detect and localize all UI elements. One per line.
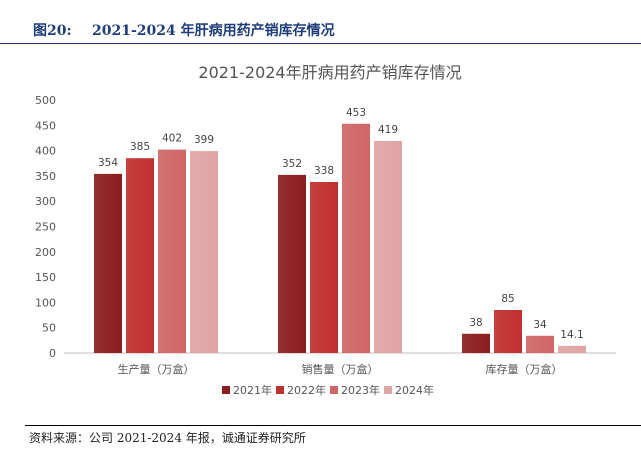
legend-swatch bbox=[222, 386, 230, 394]
legend-label: 2022年 bbox=[287, 383, 326, 397]
y-tick-label: 250 bbox=[35, 221, 56, 234]
bar-chart: 2021-2024年肝病用药产销库存情况 0 50 100 150 200 250 300 3… bbox=[35, 63, 616, 397]
bar bbox=[158, 149, 186, 353]
legend-label: 2024年 bbox=[395, 383, 434, 397]
bar bbox=[462, 333, 490, 353]
legend-label: 2021年 bbox=[233, 383, 272, 397]
data-label: 399 bbox=[194, 134, 214, 146]
y-tick-label: 500 bbox=[35, 94, 56, 107]
data-label: 419 bbox=[378, 124, 398, 136]
chart-title: 2021-2024年肝病用药产销库存情况 bbox=[198, 63, 461, 82]
data-label: 34 bbox=[533, 319, 547, 331]
y-tick-label: 400 bbox=[35, 145, 56, 158]
figure-label: 图20: bbox=[33, 23, 72, 39]
legend: 2021年 2022年 2023年 2024年 bbox=[222, 383, 434, 397]
y-tick-label: 350 bbox=[35, 170, 56, 183]
bar bbox=[342, 123, 370, 353]
source-divider bbox=[25, 425, 641, 426]
figure-header: 图20: 2021-2024 年肝病用药产销库存情况 bbox=[0, 0, 641, 44]
bar bbox=[494, 309, 522, 353]
data-label: 85 bbox=[501, 293, 514, 305]
data-label: 385 bbox=[130, 141, 150, 153]
source-note: 资料来源：公司 2021-2024 年报，诚通证券研究所 bbox=[29, 431, 306, 445]
y-tick-label: 0 bbox=[49, 347, 56, 360]
legend-swatch bbox=[330, 386, 338, 394]
bar bbox=[374, 140, 402, 353]
data-label: 354 bbox=[98, 157, 118, 169]
y-tick-label: 100 bbox=[35, 296, 56, 309]
bars-group: 354 385 402 399 352 338 453 419 38 85 34 14.1 bbox=[94, 107, 586, 353]
bar bbox=[526, 335, 554, 353]
legend-swatch bbox=[276, 386, 284, 394]
y-tick-label: 150 bbox=[35, 271, 56, 284]
y-tick-label: 50 bbox=[42, 322, 56, 335]
data-label: 14.1 bbox=[560, 329, 583, 341]
bar bbox=[126, 158, 154, 353]
legend-label: 2023年 bbox=[341, 383, 380, 397]
bar bbox=[278, 174, 306, 353]
y-tick-label: 450 bbox=[35, 119, 56, 132]
bar bbox=[190, 151, 218, 353]
data-label: 338 bbox=[314, 165, 334, 177]
data-label: 402 bbox=[162, 133, 182, 145]
figure-title: 2021-2024 年肝病用药产销库存情况 bbox=[92, 23, 335, 39]
bar bbox=[94, 173, 122, 353]
bar bbox=[558, 345, 586, 353]
data-label: 453 bbox=[346, 107, 366, 119]
data-label: 352 bbox=[282, 158, 302, 170]
bar bbox=[310, 181, 338, 353]
axis-group: 0 50 100 150 200 250 300 350 400 450 500 生产量（万盒） 销售量… bbox=[35, 94, 616, 376]
y-tick-label: 200 bbox=[35, 246, 56, 259]
x-tick-label: 销售量（万盒） bbox=[302, 362, 379, 376]
x-tick-label: 生产量（万盒） bbox=[118, 362, 195, 376]
data-label: 38 bbox=[469, 317, 482, 329]
legend-swatch bbox=[384, 386, 392, 394]
y-tick-label: 300 bbox=[35, 195, 56, 208]
x-tick-label: 库存量（万盒） bbox=[486, 362, 563, 376]
